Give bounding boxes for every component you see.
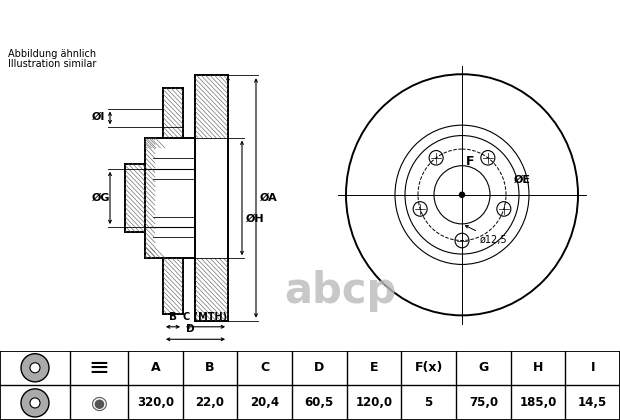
Text: ØI: ØI — [92, 112, 105, 122]
Circle shape — [30, 398, 40, 408]
Text: I: I — [590, 361, 595, 374]
Text: 75,0: 75,0 — [469, 396, 498, 410]
Circle shape — [21, 389, 49, 417]
Text: C (MTH): C (MTH) — [184, 312, 228, 322]
Text: Abbildung ähnlich: Abbildung ähnlich — [8, 49, 96, 58]
Text: 185,0: 185,0 — [520, 396, 557, 410]
Text: 14,5: 14,5 — [578, 396, 608, 410]
Text: 24.0122-0209.1: 24.0122-0209.1 — [196, 10, 404, 34]
Text: ø12,5: ø12,5 — [466, 226, 508, 244]
Text: ØH: ØH — [246, 214, 265, 224]
Text: Illustration similar: Illustration similar — [8, 59, 96, 69]
Text: 60,5: 60,5 — [304, 396, 334, 410]
Text: 5: 5 — [425, 396, 433, 410]
Text: D: D — [186, 324, 195, 334]
Text: 422209: 422209 — [461, 10, 559, 34]
Text: H: H — [533, 361, 543, 374]
Text: 20,4: 20,4 — [250, 396, 279, 410]
Text: ØA: ØA — [260, 193, 278, 203]
Text: E: E — [370, 361, 378, 374]
Text: ØE: ØE — [514, 174, 531, 184]
Text: ≡: ≡ — [89, 356, 110, 380]
Text: A: A — [151, 361, 160, 374]
Text: ◉: ◉ — [91, 394, 107, 412]
Text: B: B — [205, 361, 215, 374]
Bar — [16, 8, 86, 40]
Circle shape — [30, 363, 40, 373]
Circle shape — [21, 354, 49, 382]
Text: B: B — [169, 312, 177, 322]
Text: D: D — [314, 361, 324, 374]
Text: 22,0: 22,0 — [195, 396, 224, 410]
Text: 120,0: 120,0 — [355, 396, 392, 410]
Text: Ate: Ate — [24, 7, 81, 37]
Text: F(x): F(x) — [415, 361, 443, 374]
Circle shape — [459, 192, 464, 197]
Text: F: F — [466, 155, 474, 168]
Text: ØG: ØG — [92, 193, 110, 203]
Text: abcp: abcp — [284, 270, 396, 312]
Text: C: C — [260, 361, 269, 374]
Text: G: G — [478, 361, 489, 374]
Text: 320,0: 320,0 — [137, 396, 174, 410]
